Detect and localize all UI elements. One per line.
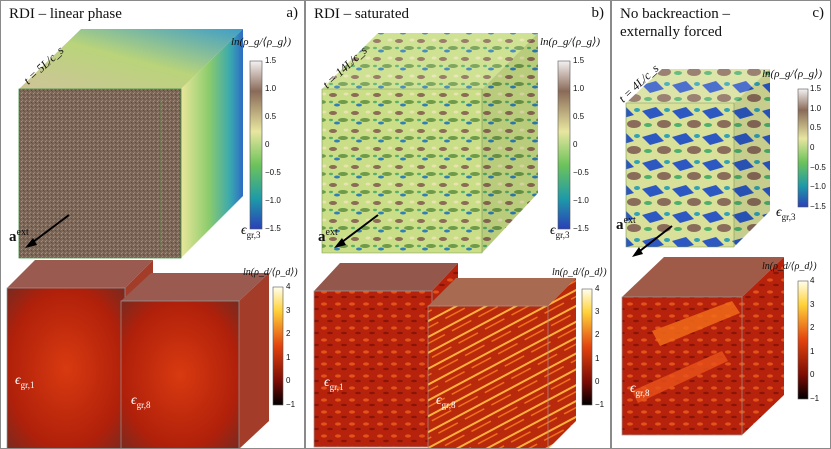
dust-cube-c xyxy=(621,257,784,436)
panel-a: RDI – linear phase a) t = 5L/c_s ln(ρ_g/… xyxy=(0,0,305,449)
accel-label-a: aext xyxy=(9,227,29,245)
accel-arrow-c xyxy=(632,225,673,257)
dust-tick-label: 0 xyxy=(286,376,291,386)
dust-tick-label: 1 xyxy=(810,346,815,356)
cube-b-front-face xyxy=(322,89,482,253)
gas-colorbar-label-a: ln(ρ_g/⟨ρ_g⟩) xyxy=(231,36,292,48)
dust-tick-label: 3 xyxy=(595,307,600,317)
gas-tick-label: 1.5 xyxy=(810,84,822,93)
gas-tick-label: −1.5 xyxy=(810,202,826,211)
gas-colorbar-b xyxy=(557,60,571,230)
gas-cube-a xyxy=(18,29,243,259)
dust-colorbar-b xyxy=(581,288,593,406)
panel-c-title-line2: externally forced xyxy=(620,24,723,40)
gas-tick-label: −0.5 xyxy=(810,162,826,172)
cube-c-top-face xyxy=(626,69,770,103)
dust-tick-label: 2 xyxy=(810,323,815,333)
dust-tick-label: 2 xyxy=(595,330,600,340)
dust-tick-label: 0 xyxy=(810,370,815,380)
dust-tick-label: 3 xyxy=(286,305,291,315)
dust-colorbar-label-c: ln(ρ_d/⟨ρ_d⟩) xyxy=(762,261,817,272)
gas-tick-label: 1.0 xyxy=(573,84,585,93)
gas-epsilon-b: ϵgr,3 xyxy=(550,223,570,240)
gas-epsilon-a: ϵgr,3 xyxy=(241,223,261,240)
gas-colorbar-label-c: ln(ρ_g/⟨ρ_g⟩) xyxy=(762,68,823,80)
cube-a-right-face xyxy=(181,29,243,258)
gas-tick-label: −1.0 xyxy=(573,196,589,205)
cube-a-front-face xyxy=(19,89,181,258)
gas-tick-label: 0 xyxy=(265,140,270,149)
dust-epsilon-b-2: ϵgr,8 xyxy=(436,393,456,410)
gas-tick-label: −1.5 xyxy=(573,224,589,233)
dust-colorbar-c xyxy=(797,280,809,400)
dust-epsilon-c-1: ϵgr,8 xyxy=(630,381,650,398)
gas-cube-c xyxy=(625,69,770,248)
panel-b-label: b) xyxy=(591,5,605,21)
dust-colorbar-label-b: ln(ρ_d/⟨ρ_d⟩) xyxy=(552,267,607,278)
cube-c-front-face xyxy=(626,103,734,247)
gas-tick-label: 0 xyxy=(573,140,578,149)
gas-cube-b xyxy=(321,33,538,254)
accel-arrow-a xyxy=(25,214,70,248)
accel-arrow-b xyxy=(334,214,379,248)
gas-tick-label: 0.5 xyxy=(810,123,822,133)
gas-tick-label: −0.5 xyxy=(573,168,589,177)
gas-tick-label: −1.0 xyxy=(810,182,826,192)
panel-a-label: a) xyxy=(286,5,298,21)
gas-tick-label: 1.5 xyxy=(265,56,277,65)
gas-tick-label: 0.5 xyxy=(265,112,277,121)
panel-b: RDI – saturated b) t = 14L/c_s ln(ρ_g/⟨ρ… xyxy=(305,0,611,449)
dust-tick-label: −1 xyxy=(595,400,605,409)
dust-epsilon-a-2: ϵgr,8 xyxy=(131,393,151,410)
gas-tick-label: 0 xyxy=(810,143,815,152)
panel-c-label: c) xyxy=(812,5,824,21)
dust-tick-label: −1 xyxy=(810,394,820,403)
dust-cubes-a xyxy=(6,260,269,448)
gas-colorbar-a xyxy=(249,60,263,230)
gas-colorbar-c xyxy=(797,88,809,208)
panel-b-title: RDI – saturated xyxy=(314,6,409,22)
cube-b-right-face xyxy=(482,33,538,253)
dust-tick-label: 4 xyxy=(595,284,600,293)
panel-c-title-line1: No backreaction – xyxy=(620,6,730,22)
dust-colorbar-a xyxy=(272,286,284,406)
gas-tick-label: 1.0 xyxy=(810,103,822,113)
dust-tick-label: 2 xyxy=(286,329,291,339)
gas-colorbar-label-b: ln(ρ_g/⟨ρ_g⟩) xyxy=(540,36,601,48)
accel-label-c: aext xyxy=(616,215,636,233)
dust-cubes-b xyxy=(313,263,576,448)
gas-tick-label: 0.5 xyxy=(573,112,585,121)
gas-tick-label: 1.0 xyxy=(265,84,277,93)
dust-epsilon-b-1: ϵgr,1 xyxy=(324,375,344,392)
dust-tick-label: −1 xyxy=(286,400,296,409)
dust-tick-label: 4 xyxy=(286,282,291,291)
dust-tick-label: 4 xyxy=(810,276,815,285)
dust-epsilon-a-1: ϵgr,1 xyxy=(15,373,35,390)
dust-tick-label: 0 xyxy=(595,376,600,386)
gas-tick-label: −1.0 xyxy=(265,196,281,205)
panel-a-title: RDI – linear phase xyxy=(9,6,122,22)
dust-tick-label: 1 xyxy=(595,353,600,363)
dust-tick-label: 1 xyxy=(286,352,291,362)
dust-tick-label: 3 xyxy=(810,299,815,309)
cube-b-top-face xyxy=(322,33,538,89)
panel-c: No backreaction – externally forced c) t… xyxy=(611,0,831,449)
gas-tick-label: −1.5 xyxy=(265,224,281,233)
cube-a-top-face xyxy=(19,29,243,89)
gas-tick-label: −0.5 xyxy=(265,168,281,177)
cube-c-right-face xyxy=(734,69,770,247)
gas-tick-label: 1.5 xyxy=(573,56,585,65)
accel-label-b: aext xyxy=(318,227,338,245)
dust-colorbar-label-a: ln(ρ_d/⟨ρ_d⟩) xyxy=(243,267,298,278)
gas-epsilon-c: ϵgr,3 xyxy=(776,205,796,222)
